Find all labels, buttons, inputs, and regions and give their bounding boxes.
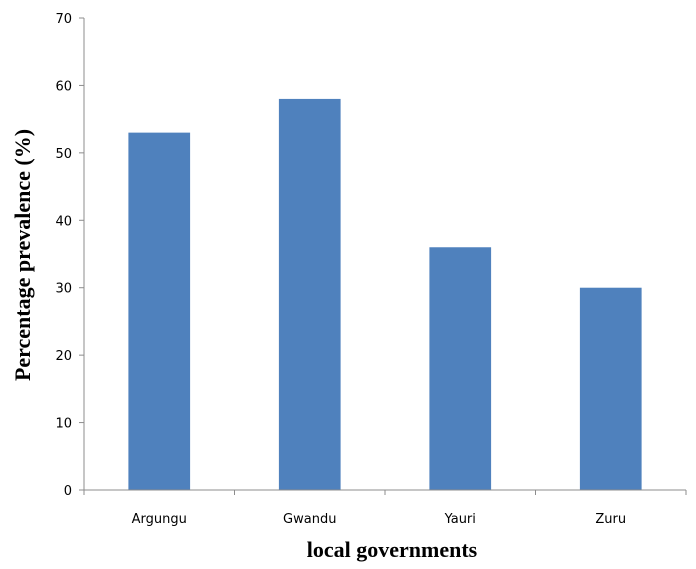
bar-zuru [579,287,642,490]
y-tick-label: 50 [55,147,72,162]
y-axis-ticks: 0 10 20 30 40 50 60 70 [55,12,84,499]
x-axis-title: local governments [307,537,478,562]
x-tick-label: Zuru [595,512,626,527]
bars [128,98,642,491]
y-tick-label: 70 [55,12,72,27]
x-tick-label: Argungu [132,512,187,527]
y-tick-label: 60 [55,79,72,94]
x-axis-ticks: Argungu Gwandu Yauri Zuru [83,490,687,527]
y-tick-label: 20 [55,349,72,364]
bar-yauri [429,247,492,490]
x-tick-label: Gwandu [283,512,336,527]
y-axis-title: Percentage prevalence (%) [10,129,35,381]
y-tick-label: 40 [55,214,72,229]
x-tick-label: Yauri [444,512,476,527]
bar-argungu [128,132,191,490]
y-tick-label: 30 [55,282,72,297]
y-tick-label: 10 [55,417,72,432]
bar-gwandu [278,98,341,491]
y-tick-label: 0 [64,484,72,499]
